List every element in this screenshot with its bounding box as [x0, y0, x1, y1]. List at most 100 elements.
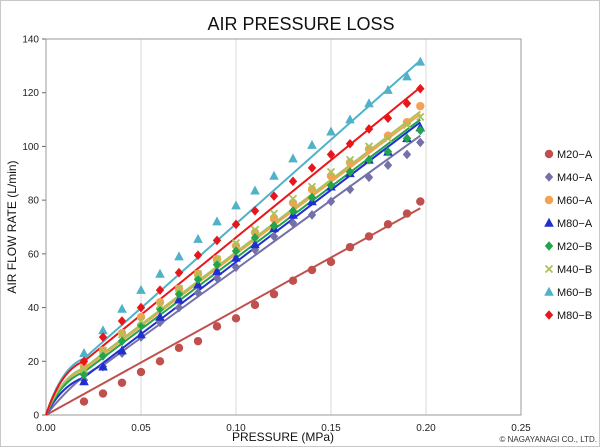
fit-line-m60b: [45, 59, 421, 416]
point-m60a: [383, 131, 393, 140]
legend-label-m40b: M40−B: [557, 264, 592, 276]
point-m80b: [136, 302, 146, 313]
point-m40a: [364, 172, 374, 183]
x-tick-label: 0.25: [511, 423, 531, 434]
point-m40a: [231, 262, 241, 273]
point-m80b: [231, 219, 241, 230]
fit-lines: [45, 59, 421, 416]
point-m20b: [326, 180, 336, 191]
point-m20a: [136, 367, 146, 377]
point-m40b: [136, 316, 146, 326]
point-m20b: [117, 336, 127, 346]
point-m40a: [174, 302, 184, 313]
point-m80a: [98, 361, 108, 371]
legend-marker-m20a: [544, 149, 554, 159]
point-m20b: [155, 304, 165, 314]
chart-title: AIR PRESSURE LOSS: [207, 14, 394, 34]
point-m60b: [383, 84, 393, 94]
point-m40a: [383, 160, 393, 171]
point-m40b: [307, 182, 317, 191]
point-m60b: [231, 200, 241, 210]
legend-marker-m80b: [544, 310, 554, 320]
legend-label-m40a: M40−A: [557, 172, 593, 184]
x-tick-label: 0.00: [36, 423, 56, 434]
point-m40b: [383, 134, 393, 143]
legend-marker-m40a: [544, 172, 554, 182]
x-tick-label: 0.05: [131, 423, 151, 434]
point-m20b: [288, 206, 298, 216]
point-m80b: [288, 176, 298, 187]
point-m20b: [416, 125, 425, 136]
point-m60b: [345, 114, 355, 124]
point-m20a: [79, 397, 89, 406]
point-m80b: [364, 124, 374, 134]
point-m20b: [174, 289, 184, 299]
legend-label-m60b: M60−B: [557, 287, 592, 299]
y-tick-label: 120: [22, 88, 39, 99]
point-m60b: [415, 56, 426, 66]
point-m60b: [212, 216, 222, 226]
point-m60a: [416, 101, 425, 111]
point-m60b: [269, 170, 279, 180]
point-m40b: [117, 330, 127, 339]
point-m80b: [416, 83, 425, 94]
legend-label-m60a: M60−A: [557, 195, 593, 207]
legend-marker-m80a: [544, 217, 554, 227]
point-m80b: [326, 149, 336, 160]
point-m80b: [383, 113, 393, 124]
point-m60b: [98, 325, 108, 335]
fit-line-m20a: [45, 207, 421, 416]
x-tick-label: 0.10: [226, 423, 246, 434]
point-m20a: [345, 242, 355, 252]
point-m60b: [174, 251, 184, 261]
point-m80b: [345, 138, 355, 149]
point-m80a: [155, 311, 165, 321]
point-m60a: [307, 185, 317, 194]
point-m20b: [364, 155, 374, 165]
point-m60b: [117, 303, 127, 313]
point-m60b: [307, 139, 317, 149]
point-m20b: [212, 259, 222, 270]
point-m20a: [212, 322, 222, 331]
legend: M20−A M40−A M60−A M80−A M20−B M40−B M60−B M80−B: [544, 149, 593, 322]
point-m80a: [136, 329, 146, 339]
point-m40a: [288, 218, 298, 228]
copyright-text: © NAGAYANAGI CO., LTD.: [500, 435, 597, 444]
point-m20a: [269, 289, 279, 299]
point-m40a: [402, 149, 412, 160]
point-m60a: [155, 298, 165, 307]
legend-label-m80a: M80−A: [557, 218, 593, 230]
point-m60a: [364, 144, 374, 154]
legend-label-m20a: M20−A: [557, 149, 593, 161]
y-tick-label: 40: [28, 303, 40, 314]
point-m40b: [402, 120, 412, 130]
y-tick-label: 140: [22, 35, 39, 46]
point-m60b: [326, 126, 336, 136]
point-m40b: [193, 269, 203, 279]
point-m40b: [364, 142, 374, 151]
point-m80b: [212, 235, 222, 246]
tick-labels: 0.00 0.05 0.10 0.15 0.20 0.25 0 20 40 60 80 100 120 1…: [22, 35, 531, 435]
point-m20a: [288, 276, 298, 285]
point-m60b: [288, 153, 298, 163]
point-m60a: [79, 362, 89, 371]
point-m40b: [250, 225, 260, 234]
axes: [42, 38, 522, 416]
plot-area-border: [45, 38, 522, 416]
point-m80b: [79, 356, 89, 367]
point-m20a: [231, 314, 241, 323]
point-m40b: [98, 346, 108, 355]
point-m80b: [250, 206, 260, 216]
fit-line-m40a: [45, 134, 421, 416]
point-m20b: [136, 320, 146, 330]
point-m40a: [193, 288, 203, 298]
point-m20b: [231, 246, 241, 256]
point-m80a: [231, 252, 241, 262]
point-m80b: [269, 191, 279, 201]
legend-marker-m20b: [544, 241, 554, 251]
point-m40b: [155, 300, 165, 310]
point-m60a: [117, 328, 127, 338]
point-m80b: [98, 332, 108, 342]
point-m20a: [250, 300, 260, 310]
